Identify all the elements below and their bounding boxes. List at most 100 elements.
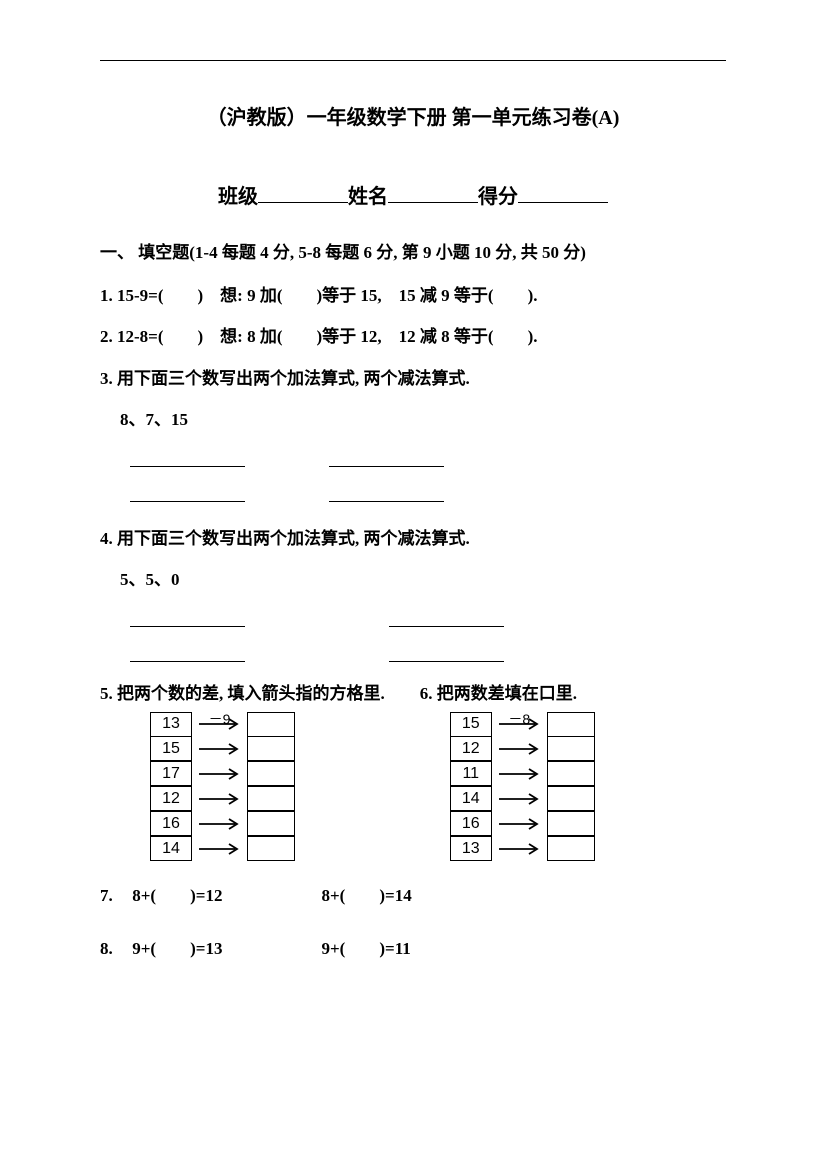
q6-answer-cell[interactable]: [547, 836, 595, 861]
q5-input-cell: 14: [150, 836, 192, 861]
q5-input-cell: 13: [150, 712, 192, 737]
q5-row: 12: [150, 787, 385, 812]
q3-blank-3[interactable]: [130, 484, 245, 502]
q6-input-cell: 14: [450, 786, 492, 811]
q6-answer-cell[interactable]: [547, 712, 595, 737]
question-6-column: 6. 把两数差填在口里. 15－81211141613: [420, 679, 595, 862]
question-2: 2. 12-8=( ) 想: 8 加( )等于 12, 12 减 8 等于( )…: [100, 317, 726, 356]
q6-input-cell: 13: [450, 836, 492, 861]
q5-input-cell: 12: [150, 786, 192, 811]
q6-input-cell: 11: [450, 761, 492, 786]
q8-eq1: 9+( )=13: [132, 929, 317, 968]
q6-answer-cell[interactable]: [547, 786, 595, 811]
question-3-numbers: 8、7、15: [100, 400, 726, 439]
page-top-rule: [100, 60, 726, 61]
q6-row: 15－8: [450, 712, 595, 737]
q6-arrow: －8: [492, 717, 547, 731]
arrow-icon: [497, 842, 542, 856]
q5-input-cell: 16: [150, 811, 192, 836]
q5-answer-cell[interactable]: [247, 836, 295, 861]
q5-answer-cell[interactable]: [247, 712, 295, 737]
question-4-answer-row-2: [100, 644, 726, 667]
q5-operation-label: －9: [209, 709, 231, 729]
q4-blank-2[interactable]: [389, 609, 504, 627]
q6-answer-cell[interactable]: [547, 736, 595, 761]
q5-answer-cell[interactable]: [247, 811, 295, 836]
q5-arrow: [192, 817, 247, 831]
section-1-header: 一、 填空题(1-4 每题 4 分, 5-8 每题 6 分, 第 9 小题 10…: [100, 234, 726, 271]
arrow-icon: [197, 817, 242, 831]
q5-row: 17: [150, 762, 385, 787]
arrow-icon: [497, 742, 542, 756]
question-7: 7. 8+( )=12 8+( )=14: [100, 876, 726, 915]
questions-5-6-container: 5. 把两个数的差, 填入箭头指的方格里. 13－91517121614 6. …: [100, 679, 726, 862]
arrow-icon: [497, 767, 542, 781]
q7-eq2: 8+( )=14: [322, 886, 412, 905]
q4-blank-1[interactable]: [130, 609, 245, 627]
q6-arrow: [492, 767, 547, 781]
score-label: 得分: [478, 186, 518, 208]
question-4-answer-row-1: [100, 609, 726, 632]
question-3-answer-row-2: [100, 484, 726, 507]
q5-answer-cell[interactable]: [247, 736, 295, 761]
question-6-title: 6. 把两数差填在口里.: [420, 679, 595, 704]
q5-row: 14: [150, 837, 385, 862]
q5-input-cell: 17: [150, 761, 192, 786]
student-info-row: 班级 姓名 得分: [100, 180, 726, 209]
q5-answer-cell[interactable]: [247, 786, 295, 811]
class-blank[interactable]: [258, 183, 348, 203]
q6-arrow: [492, 817, 547, 831]
name-blank[interactable]: [388, 183, 478, 203]
q3-blank-4[interactable]: [329, 484, 444, 502]
name-label: 姓名: [348, 186, 388, 208]
q4-blank-4[interactable]: [389, 644, 504, 662]
question-4-prompt: 4. 用下面三个数写出两个加法算式, 两个减法算式.: [100, 519, 726, 558]
q6-input-cell: 12: [450, 736, 492, 761]
q6-row: 16: [450, 812, 595, 837]
q6-answer-cell[interactable]: [547, 811, 595, 836]
q5-arrow: [192, 842, 247, 856]
q6-row: 11: [450, 762, 595, 787]
q7-eq1: 8+( )=12: [132, 876, 317, 915]
question-8: 8. 9+( )=13 9+( )=11: [100, 929, 726, 968]
q6-row: 12: [450, 737, 595, 762]
score-blank[interactable]: [518, 183, 608, 203]
q6-input-cell: 15: [450, 712, 492, 737]
q7-number: 7.: [100, 876, 128, 915]
arrow-icon: [197, 742, 242, 756]
class-label: 班级: [218, 186, 258, 208]
arrow-icon: [197, 792, 242, 806]
q6-arrow: [492, 842, 547, 856]
q6-input-cell: 16: [450, 811, 492, 836]
question-5-column: 5. 把两个数的差, 填入箭头指的方格里. 13－91517121614: [100, 679, 385, 862]
arrow-icon: [497, 817, 542, 831]
question-1: 1. 15-9=( ) 想: 9 加( )等于 15, 15 减 9 等于( )…: [100, 276, 726, 315]
q5-arrow: －9: [192, 717, 247, 731]
q6-arrow: [492, 742, 547, 756]
q5-arrow: [192, 767, 247, 781]
q3-blank-2[interactable]: [329, 449, 444, 467]
arrow-icon: [197, 767, 242, 781]
question-3-answer-row-1: [100, 449, 726, 472]
q5-arrow: [192, 792, 247, 806]
q4-blank-3[interactable]: [130, 644, 245, 662]
question-5-table: 13－91517121614: [100, 712, 385, 862]
question-3-prompt: 3. 用下面三个数写出两个加法算式, 两个减法算式.: [100, 359, 726, 398]
question-4-numbers: 5、5、0: [100, 560, 726, 599]
q5-row: 16: [150, 812, 385, 837]
q5-input-cell: 15: [150, 736, 192, 761]
q5-answer-cell[interactable]: [247, 761, 295, 786]
document-title: （沪教版）一年级数学下册 第一单元练习卷(A): [100, 101, 726, 130]
question-6-table: 15－81211141613: [420, 712, 595, 862]
arrow-icon: [497, 792, 542, 806]
q6-row: 13: [450, 837, 595, 862]
q8-eq2: 9+( )=11: [322, 939, 411, 958]
q8-number: 8.: [100, 929, 128, 968]
q6-operation-label: －8: [508, 709, 530, 729]
q6-row: 14: [450, 787, 595, 812]
q6-answer-cell[interactable]: [547, 761, 595, 786]
arrow-icon: [197, 842, 242, 856]
q3-blank-1[interactable]: [130, 449, 245, 467]
q5-row: 15: [150, 737, 385, 762]
question-5-title: 5. 把两个数的差, 填入箭头指的方格里.: [100, 679, 385, 704]
